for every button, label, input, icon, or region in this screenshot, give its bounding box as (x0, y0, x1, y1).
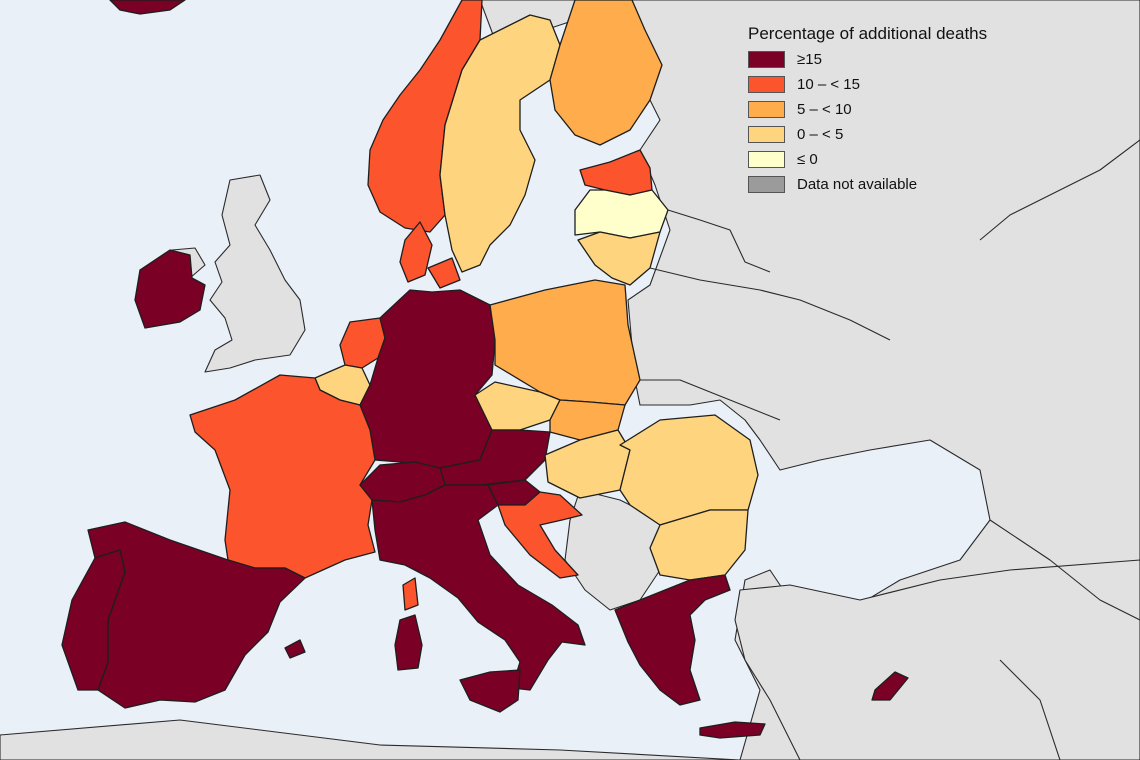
legend-label-no-data: Data not available (797, 176, 918, 193)
north-africa-land (0, 719, 741, 760)
legend-swatch-10-15 (748, 76, 785, 93)
region-finland (549, 0, 663, 146)
border-line-5 (989, 519, 1140, 621)
region-sicily (459, 669, 521, 713)
legend-swatch-0-5 (748, 126, 785, 143)
region-denmark-islands (427, 257, 461, 289)
border-line-2 (649, 267, 891, 341)
region-ireland (134, 249, 206, 329)
region-balearic-islands (284, 639, 306, 659)
region-cyprus (871, 671, 909, 701)
region-crete (699, 721, 766, 739)
legend-swatch-no-data (748, 176, 785, 193)
region-italy (371, 484, 586, 691)
legend-swatch-le-0 (748, 151, 785, 168)
region-romania (619, 414, 759, 526)
legend-label-0-5: 0 – < 5 (797, 126, 844, 143)
turkey-land (734, 559, 1140, 760)
border-line-3 (640, 379, 781, 421)
legend-swatch-ge-15 (748, 51, 785, 68)
great-britain-land (204, 174, 306, 373)
legend-item-10-15: 10 – < 15 (748, 72, 1038, 97)
region-denmark (399, 221, 433, 283)
legend-item-5-10: 5 – < 10 (748, 97, 1038, 122)
legend-swatch-5-10 (748, 101, 785, 118)
legend-label-ge-15: ≥15 (797, 51, 822, 68)
region-france (189, 374, 376, 579)
legend-title: Percentage of additional deaths (748, 24, 988, 43)
region-corsica (402, 577, 419, 611)
legend-item-ge-15: ≥15 (748, 47, 1038, 72)
region-latvia (574, 189, 669, 239)
legend-item-le-0: ≤ 0 (748, 147, 1038, 172)
member-states (61, 0, 909, 739)
region-sardinia (394, 614, 423, 671)
region-croatia (497, 491, 583, 579)
legend: Percentage of additional deaths ≥15 10 –… (748, 24, 1038, 197)
legend-items: ≥15 10 – < 15 5 – < 10 0 – < 5 ≤ 0 Data … (748, 47, 1038, 197)
legend-label-10-15: 10 – < 15 (797, 76, 860, 93)
legend-label-5-10: 5 – < 10 (797, 101, 852, 118)
border-line-4 (979, 139, 1140, 241)
non-member-borders (640, 139, 1140, 760)
border-line-1 (667, 209, 771, 273)
region-portugal (61, 549, 126, 691)
region-greece (614, 574, 731, 706)
border-line-6 (999, 659, 1061, 760)
legend-item-0-5: 0 – < 5 (748, 122, 1038, 147)
region-iceland-fragment (109, 0, 186, 15)
legend-item-no-data: Data not available (748, 172, 1038, 197)
legend-label-le-0: ≤ 0 (797, 151, 818, 168)
